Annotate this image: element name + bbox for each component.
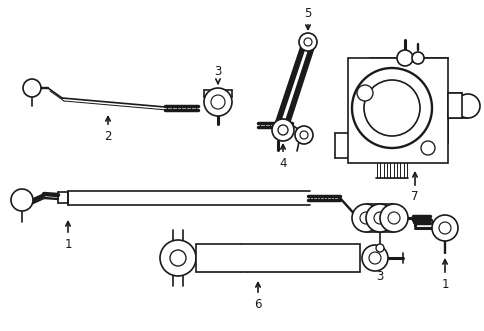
Circle shape (368, 252, 380, 264)
Circle shape (420, 141, 434, 155)
Text: 1: 1 (440, 277, 448, 291)
Circle shape (11, 189, 33, 211)
Circle shape (361, 245, 387, 271)
Text: 7: 7 (410, 191, 418, 204)
Circle shape (438, 222, 450, 234)
Circle shape (170, 250, 186, 266)
Bar (196, 244, 359, 272)
Text: 6: 6 (254, 298, 261, 310)
Circle shape (211, 95, 225, 109)
Circle shape (359, 212, 371, 224)
Circle shape (23, 79, 41, 97)
Circle shape (373, 212, 385, 224)
Circle shape (387, 212, 399, 224)
Text: 1: 1 (64, 238, 72, 251)
Circle shape (379, 204, 407, 232)
Circle shape (411, 52, 423, 64)
Circle shape (294, 126, 312, 144)
Text: 2: 2 (104, 129, 111, 143)
Bar (447, 93, 461, 118)
Circle shape (351, 204, 379, 232)
Circle shape (356, 85, 372, 101)
Circle shape (300, 131, 307, 139)
Circle shape (363, 80, 419, 136)
Circle shape (298, 33, 317, 51)
Circle shape (396, 50, 412, 66)
Circle shape (375, 244, 383, 252)
Bar (348, 58, 447, 163)
Text: 5: 5 (303, 7, 311, 20)
Circle shape (455, 94, 479, 118)
Text: 3: 3 (214, 65, 221, 77)
Text: 3: 3 (376, 270, 383, 283)
Circle shape (160, 240, 196, 276)
Text: 4: 4 (279, 157, 286, 169)
Circle shape (303, 38, 311, 46)
Circle shape (204, 88, 231, 116)
Circle shape (351, 68, 431, 148)
Circle shape (431, 215, 457, 241)
Circle shape (365, 204, 393, 232)
Circle shape (277, 125, 287, 135)
Circle shape (272, 119, 293, 141)
